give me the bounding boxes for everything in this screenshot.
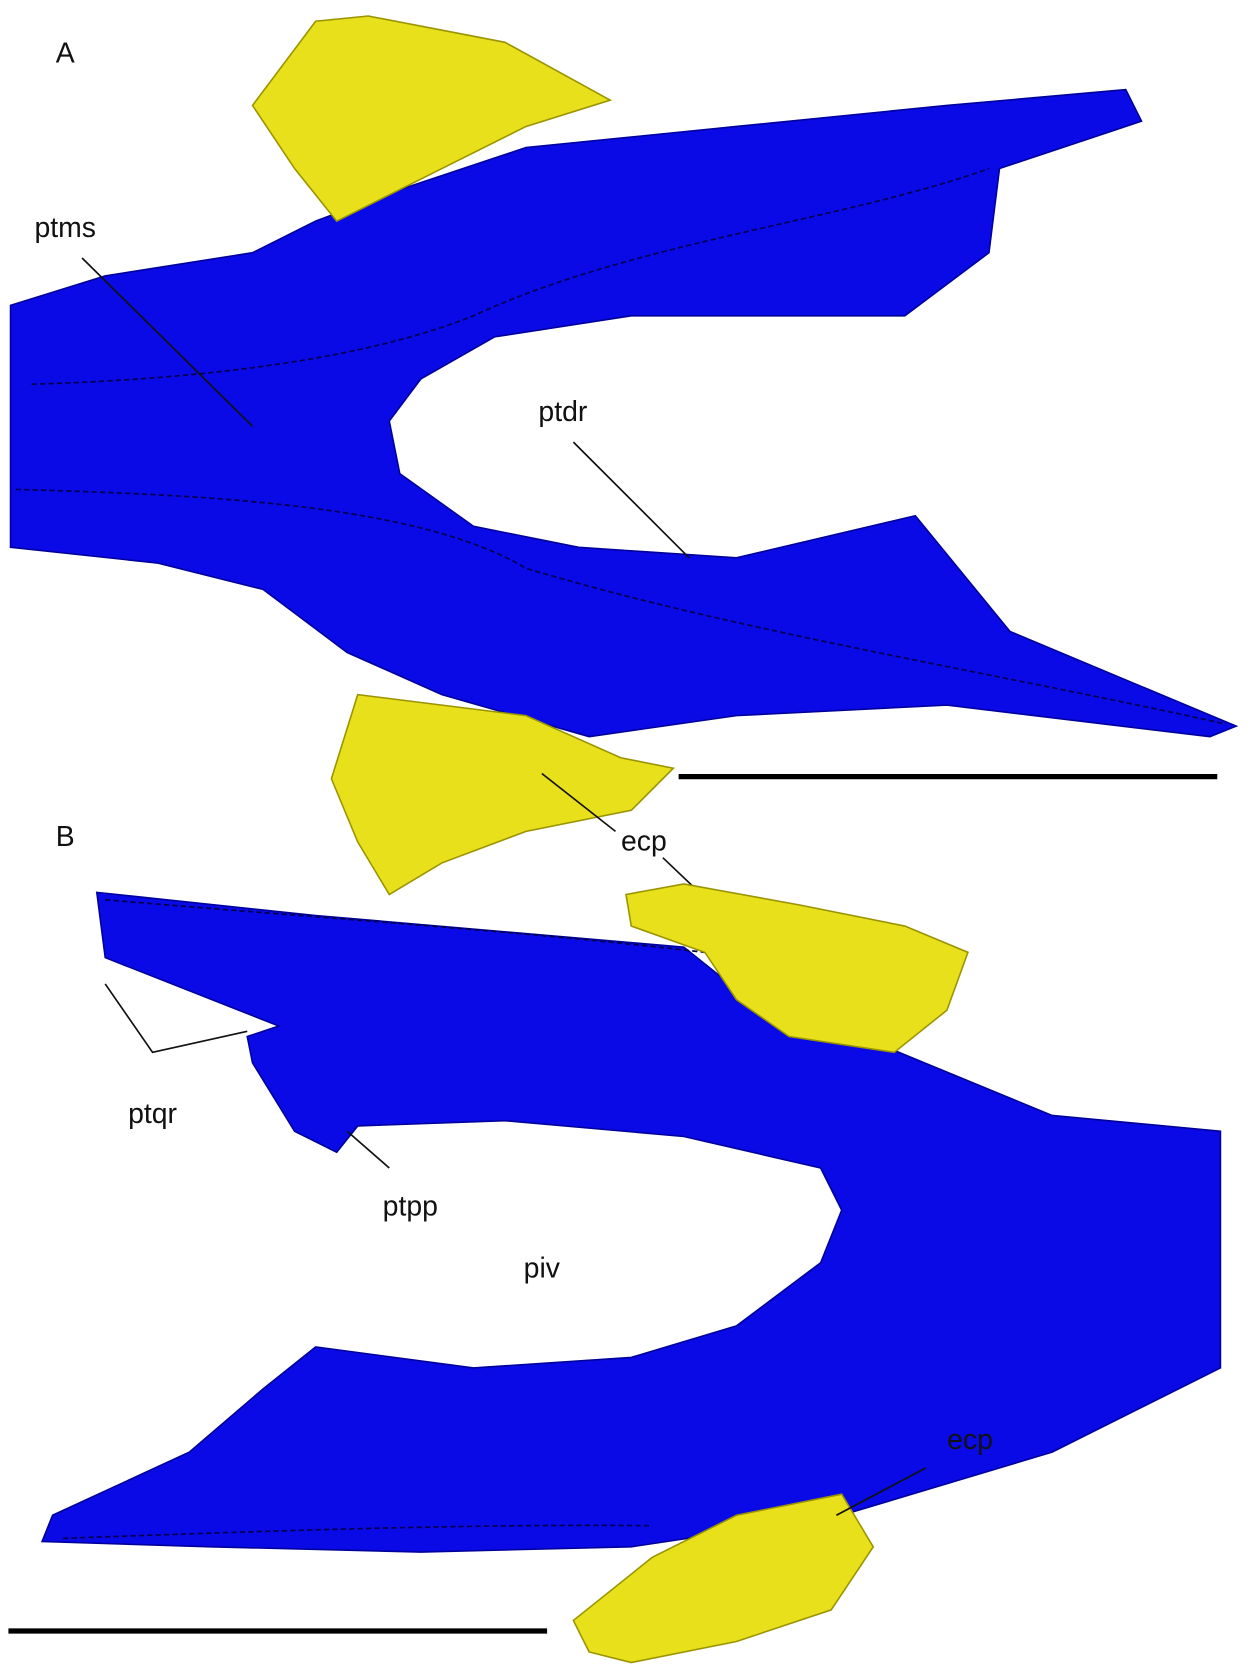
label: piv xyxy=(524,1253,561,1285)
label: ptqr xyxy=(128,1098,177,1130)
panel-letter: A xyxy=(56,37,75,69)
label: ecp xyxy=(947,1424,993,1456)
panel-a: A ptms ptdr ecp xyxy=(11,16,1237,963)
leader-line xyxy=(573,442,689,558)
label: ptpp xyxy=(383,1191,438,1223)
leader-line xyxy=(347,1131,389,1168)
panel-letter: B xyxy=(56,821,75,853)
label: ecp xyxy=(621,825,667,857)
label: ptms xyxy=(34,212,96,244)
label: ptdr xyxy=(538,396,587,428)
panel-b: B ptqr ptpp piv ecp xyxy=(8,821,1220,1662)
figure: A ptms ptdr ecp B ptqr ptpp piv ecp xyxy=(0,0,1252,1668)
pterygoid-b xyxy=(42,892,1220,1552)
pterygoid-a xyxy=(11,90,1237,737)
